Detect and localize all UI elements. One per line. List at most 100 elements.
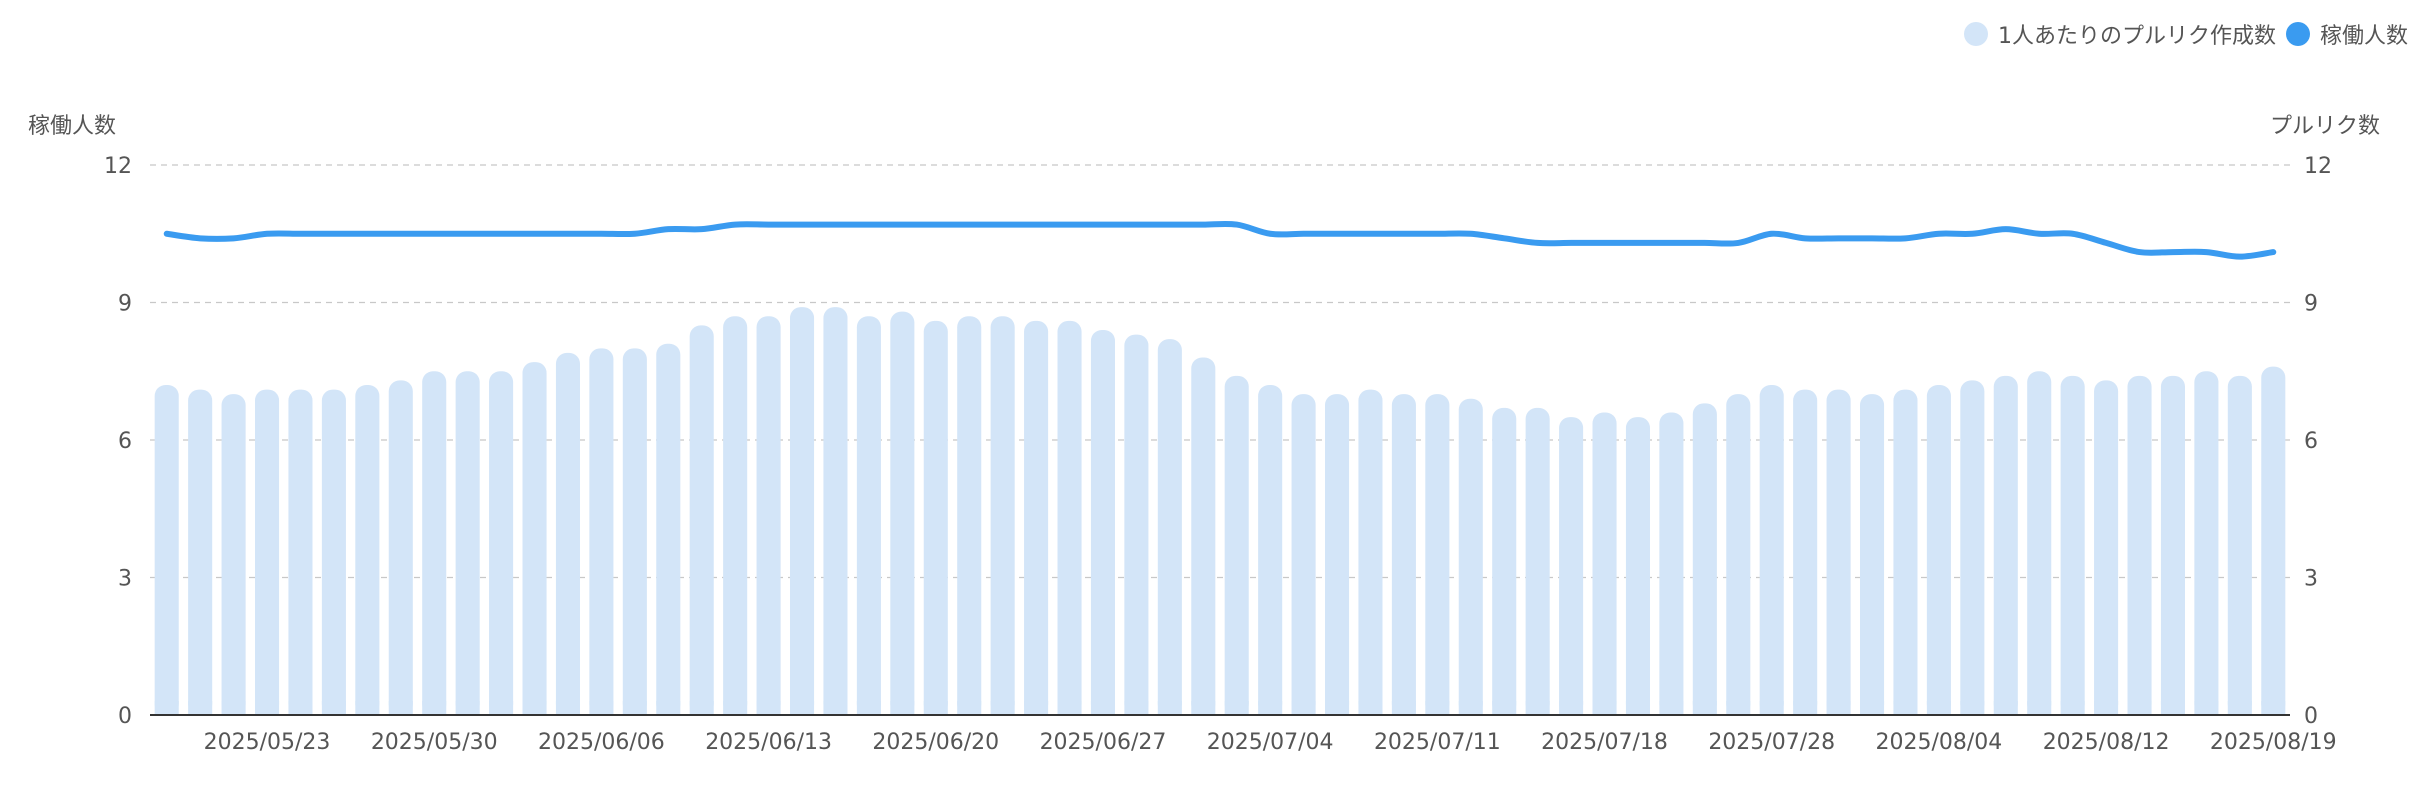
bar-base (1024, 701, 1049, 715)
bar (1759, 385, 1784, 715)
bar-base (422, 701, 447, 715)
legend-label-bar: 1人あたりのプルリク作成数 (1997, 24, 2276, 49)
bar-base (1692, 701, 1717, 715)
x-tick-label: 2025/05/23 (204, 730, 331, 755)
bar (1559, 417, 1584, 715)
bar (1960, 380, 1985, 715)
y-tick-label-left: 6 (118, 429, 132, 454)
bar-base (2160, 701, 2186, 715)
bar (1726, 394, 1751, 715)
bar (856, 316, 881, 715)
bar-base (221, 701, 246, 715)
bar (1291, 394, 1316, 715)
bar-base (2060, 701, 2085, 715)
bar-base (2261, 701, 2286, 715)
bar-base (1458, 701, 1483, 715)
bar-base (1258, 701, 1283, 715)
bar-base (1324, 701, 1350, 715)
y-tick-label-right: 12 (2304, 154, 2332, 179)
bar-base (656, 701, 681, 715)
bar-base (1191, 701, 1216, 715)
bar (1993, 375, 2018, 715)
bar-base (856, 701, 881, 715)
bar (1224, 375, 1249, 715)
bar-base (990, 701, 1015, 715)
bar (388, 380, 413, 715)
bar-base (1391, 701, 1416, 715)
bar (1692, 403, 1717, 715)
y-axis-left-title: 稼働人数 (28, 114, 117, 139)
bar (2027, 371, 2052, 715)
bar-base (388, 701, 413, 715)
bar-base (2127, 701, 2152, 715)
bar-base (1358, 701, 1383, 715)
bar-base (2094, 701, 2119, 715)
bar (422, 371, 447, 715)
x-tick-label: 2025/07/28 (1708, 730, 1835, 755)
legend-marker-line (2285, 22, 2310, 46)
bar (890, 311, 915, 715)
bar-base (823, 701, 848, 715)
bar-base (1057, 701, 1082, 715)
bar (1525, 407, 1550, 715)
bar-base (890, 701, 915, 715)
bar-base (689, 701, 714, 715)
bar (957, 316, 982, 715)
bar-base (1993, 701, 2018, 715)
y-tick-label-right: 3 (2304, 567, 2318, 592)
y-tick-label-left: 12 (104, 154, 132, 179)
bar (2094, 380, 2119, 715)
x-tick-label: 2025/08/19 (2210, 730, 2337, 755)
bar (1124, 334, 1149, 715)
x-tick-label: 2025/05/30 (371, 730, 498, 755)
x-tick-label: 2025/08/04 (1876, 730, 2003, 755)
bar (1157, 339, 1182, 715)
bar (2194, 371, 2219, 715)
bar (1926, 385, 1951, 715)
x-tick-label: 2025/06/20 (872, 730, 999, 755)
bar (555, 352, 581, 715)
bar-base (321, 701, 346, 715)
bar (1592, 412, 1617, 715)
bar (656, 343, 681, 715)
bar-base (756, 701, 781, 715)
legend-item-bar[interactable]: 1人あたりのプルリク作成数 (1963, 18, 2276, 50)
bar-base (455, 701, 480, 715)
bar (221, 394, 246, 715)
bar-base (555, 701, 581, 715)
y-tick-label-left: 3 (118, 567, 132, 592)
bar (254, 389, 280, 715)
bar (622, 348, 647, 715)
bar (1024, 320, 1049, 715)
bar (321, 389, 346, 715)
bar (154, 385, 179, 715)
bar (789, 307, 815, 715)
bar (1057, 320, 1082, 715)
bar-base (1492, 701, 1517, 715)
bar-base (1224, 701, 1249, 715)
legend-label-line: 稼働人数 (2319, 24, 2408, 49)
y-axis-right-title: プルリク数 (2269, 114, 2380, 139)
bar (2127, 375, 2152, 715)
bar-base (1291, 701, 1316, 715)
bar (689, 325, 714, 715)
bar (1492, 407, 1517, 715)
x-tick-label: 2025/06/06 (538, 730, 665, 755)
bar (923, 320, 948, 715)
legend-item-line[interactable]: 稼働人数 (2285, 18, 2408, 50)
bar (1090, 330, 1116, 715)
bar (1391, 394, 1416, 715)
bar (1793, 389, 1818, 715)
bar-base (1157, 701, 1182, 715)
bar-base (1425, 701, 1450, 715)
bar-base (254, 701, 280, 715)
bar-base (188, 701, 213, 715)
bar (589, 348, 614, 715)
bar-base (2194, 701, 2219, 715)
bar-base (355, 701, 380, 715)
bar-base (288, 701, 313, 715)
bar (1893, 389, 1918, 715)
bar-base (2027, 701, 2052, 715)
